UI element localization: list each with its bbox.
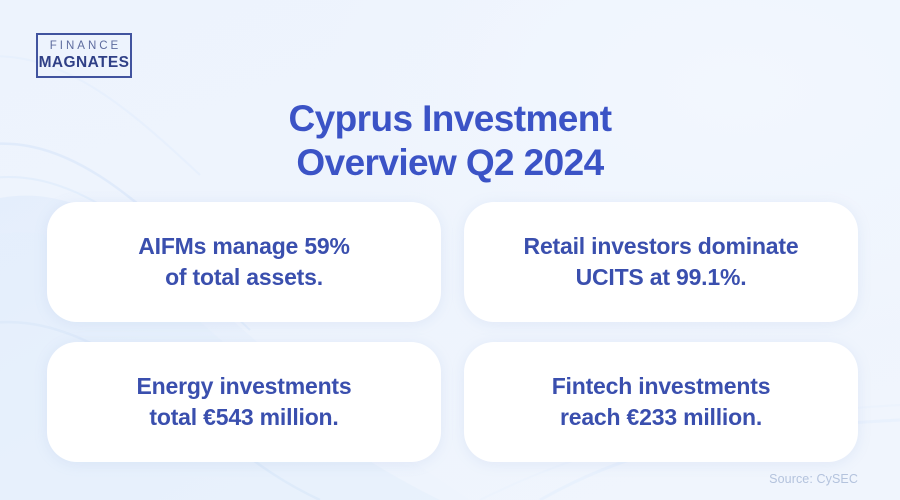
stat-card-aifm-assets: AIFMs manage 59% of total assets. [47,202,441,322]
page-title-line-2: Overview Q2 2024 [296,141,604,183]
logo-word-finance: FINANCE [49,39,122,52]
stat-card-line-2: UCITS at 99.1%. [575,264,747,290]
stat-card-line-1: Energy investments [136,373,352,399]
source-attribution: Source: CySEC [769,472,858,486]
finance-magnates-logo: FINANCE MAGNATES [36,33,132,78]
stat-card-text: Energy investments total €543 million. [119,371,370,433]
stat-card-line-2: reach €233 million. [559,404,763,430]
page-title-line-1: Cyprus Investment [288,97,612,139]
stat-card-text: AIFMs manage 59% of total assets. [120,231,368,293]
logo-word-magnates: MAGNATES [38,54,130,71]
stat-card-line-1: Retail investors dominate [523,233,799,259]
stat-card-grid: AIFMs manage 59% of total assets. Retail… [47,202,858,462]
stat-card-energy-investments: Energy investments total €543 million. [47,342,441,462]
page-title: Cyprus Investment Overview Q2 2024 [0,97,900,185]
stat-card-line-2: of total assets. [165,264,323,290]
stat-card-retail-ucits: Retail investors dominate UCITS at 99.1%… [464,202,858,322]
stat-card-fintech-investments: Fintech investments reach €233 million. [464,342,858,462]
stat-card-text: Retail investors dominate UCITS at 99.1%… [506,231,817,293]
stat-card-line-2: total €543 million. [149,404,339,430]
stat-card-line-1: AIFMs manage 59% [138,233,350,259]
stat-card-line-1: Fintech investments [551,373,771,399]
stat-card-text: Fintech investments reach €233 million. [534,371,789,433]
